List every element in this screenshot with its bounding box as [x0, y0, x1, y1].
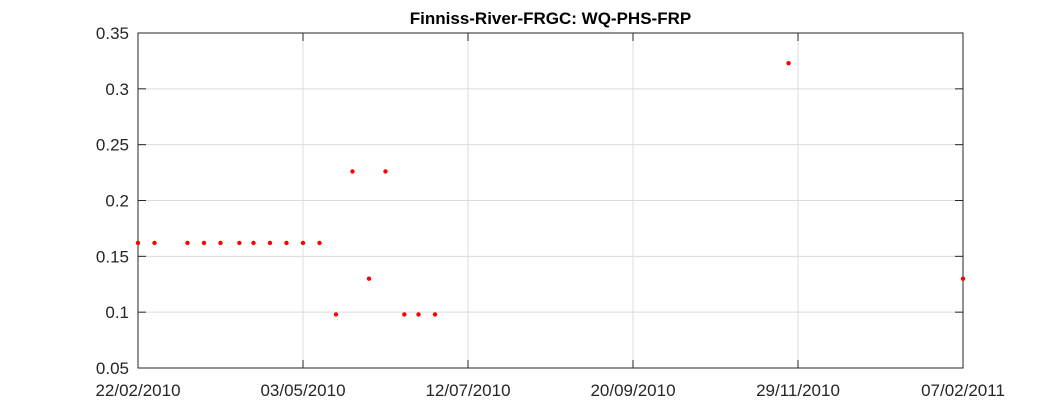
- x-tick-label: 29/11/2010: [756, 381, 840, 400]
- data-point: [960, 276, 966, 281]
- data-point: [317, 240, 322, 246]
- data-point: [251, 240, 256, 246]
- grid: [138, 33, 963, 368]
- data-point: [267, 240, 273, 246]
- data-point: [416, 312, 421, 317]
- data-point: [237, 240, 242, 246]
- y-tick-label: 0.1: [105, 303, 129, 322]
- data-point: [284, 240, 289, 246]
- y-tick-label: 0.2: [105, 192, 129, 211]
- data-point: [135, 240, 141, 246]
- data-point: [402, 312, 407, 317]
- data-points: [135, 60, 966, 317]
- x-tick-label: 22/02/2010: [95, 381, 180, 400]
- chart-title: Finniss-River-FRGC: WQ-PHS-FRP: [410, 9, 691, 28]
- data-point: [300, 240, 306, 246]
- data-point: [383, 169, 388, 174]
- x-tick-label: 12/07/2010: [425, 381, 510, 400]
- data-point: [350, 169, 355, 174]
- data-point: [201, 240, 207, 246]
- x-tick-label: 03/05/2010: [260, 381, 345, 400]
- y-tick-label: 0.05: [96, 359, 129, 378]
- y-tick-label: 0.3: [105, 80, 129, 99]
- data-point: [432, 312, 438, 317]
- x-tick-label: 20/09/2010: [590, 381, 675, 400]
- y-tick-label: 0.25: [96, 136, 129, 155]
- axis-ticks: 22/02/2010 03/05/2010 12/07/2010 20/09/2010…: [95, 24, 1004, 400]
- data-point: [366, 276, 372, 281]
- y-tick-label: 0.35: [96, 24, 129, 43]
- data-point: [185, 240, 190, 246]
- data-point: [218, 240, 223, 246]
- data-point: [333, 312, 339, 317]
- data-point: [152, 240, 157, 246]
- x-tick-label: 07/02/2011: [921, 381, 1005, 400]
- data-point: [786, 60, 791, 66]
- y-tick-label: 0.15: [96, 247, 129, 266]
